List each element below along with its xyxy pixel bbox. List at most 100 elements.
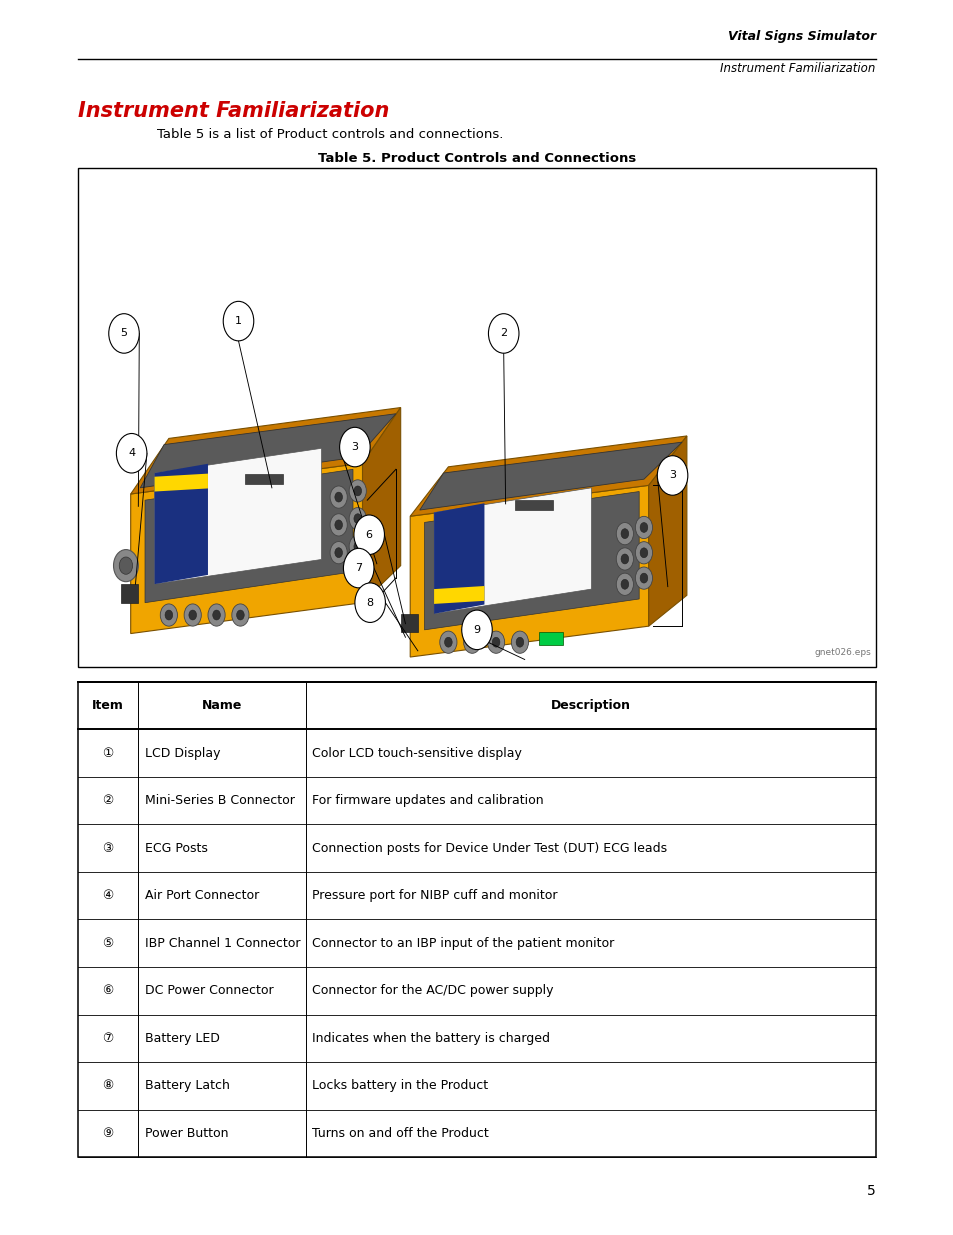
Circle shape <box>330 485 347 509</box>
Text: Connector for the AC/DC power supply: Connector for the AC/DC power supply <box>312 984 553 998</box>
Circle shape <box>335 492 342 503</box>
Circle shape <box>487 631 504 653</box>
FancyBboxPatch shape <box>78 682 875 1157</box>
Text: ②: ② <box>102 794 113 808</box>
Text: 4: 4 <box>128 448 135 458</box>
Text: ⑦: ⑦ <box>102 1031 113 1045</box>
Text: Locks battery in the Product: Locks battery in the Product <box>312 1079 488 1093</box>
Circle shape <box>620 555 628 564</box>
Circle shape <box>165 610 172 620</box>
Circle shape <box>349 536 366 558</box>
Circle shape <box>116 433 147 473</box>
Text: For firmware updates and calibration: For firmware updates and calibration <box>312 794 543 808</box>
Polygon shape <box>131 408 400 494</box>
Text: ⑧: ⑧ <box>102 1079 113 1093</box>
Text: Air Port Connector: Air Port Connector <box>145 889 258 903</box>
Circle shape <box>639 573 647 583</box>
Circle shape <box>511 631 528 653</box>
Circle shape <box>635 516 652 538</box>
FancyBboxPatch shape <box>78 168 875 667</box>
Circle shape <box>232 604 249 626</box>
Text: Name: Name <box>201 699 242 713</box>
Text: LCD Display: LCD Display <box>145 746 220 760</box>
Circle shape <box>620 579 628 589</box>
Circle shape <box>184 604 201 626</box>
Circle shape <box>354 541 361 551</box>
Text: ④: ④ <box>102 889 113 903</box>
Text: 5: 5 <box>866 1184 875 1198</box>
FancyBboxPatch shape <box>121 584 138 603</box>
Text: gnet026.eps: gnet026.eps <box>814 648 870 657</box>
Text: Power Button: Power Button <box>145 1126 228 1140</box>
Text: 8: 8 <box>366 598 374 608</box>
Circle shape <box>620 529 628 538</box>
Text: Table 5 is a list of Product controls and connections.: Table 5 is a list of Product controls an… <box>157 128 503 142</box>
Text: ECG Posts: ECG Posts <box>145 841 208 855</box>
Circle shape <box>189 610 196 620</box>
Polygon shape <box>434 488 591 614</box>
Circle shape <box>335 548 342 558</box>
Circle shape <box>444 637 452 647</box>
Circle shape <box>439 631 456 653</box>
Text: DC Power Connector: DC Power Connector <box>145 984 274 998</box>
FancyBboxPatch shape <box>515 500 553 510</box>
Circle shape <box>343 548 374 588</box>
Text: Instrument Familiarization: Instrument Familiarization <box>78 101 389 121</box>
Text: 7: 7 <box>355 563 362 573</box>
Circle shape <box>236 610 244 620</box>
Text: Vital Signs Simulator: Vital Signs Simulator <box>727 30 875 43</box>
Circle shape <box>616 522 633 545</box>
Text: 2: 2 <box>499 329 507 338</box>
Text: Connection posts for Device Under Test (DUT) ECG leads: Connection posts for Device Under Test (… <box>312 841 667 855</box>
Text: Color LCD touch-sensitive display: Color LCD touch-sensitive display <box>312 746 521 760</box>
Polygon shape <box>410 485 648 657</box>
Polygon shape <box>434 587 484 604</box>
Text: Turns on and off the Product: Turns on and off the Product <box>312 1126 489 1140</box>
Text: Connector to an IBP input of the patient monitor: Connector to an IBP input of the patient… <box>312 936 614 950</box>
Polygon shape <box>154 474 208 492</box>
FancyBboxPatch shape <box>400 614 417 632</box>
Text: 3: 3 <box>668 471 676 480</box>
Polygon shape <box>648 436 686 626</box>
Polygon shape <box>419 442 681 510</box>
Circle shape <box>468 637 476 647</box>
Polygon shape <box>362 408 400 603</box>
Circle shape <box>208 604 225 626</box>
Polygon shape <box>140 414 395 488</box>
Text: 9: 9 <box>473 625 480 635</box>
Circle shape <box>639 548 647 558</box>
Text: ⑤: ⑤ <box>102 936 113 950</box>
Text: Instrument Familiarization: Instrument Familiarization <box>720 62 875 75</box>
Circle shape <box>461 610 492 650</box>
Text: 5: 5 <box>120 329 128 338</box>
Text: Table 5. Product Controls and Connections: Table 5. Product Controls and Connection… <box>317 152 636 165</box>
Text: 6: 6 <box>365 530 373 540</box>
Circle shape <box>109 314 139 353</box>
Circle shape <box>160 604 177 626</box>
Circle shape <box>355 583 385 622</box>
Polygon shape <box>131 463 362 634</box>
Circle shape <box>330 541 347 563</box>
Circle shape <box>119 557 132 574</box>
Polygon shape <box>424 492 639 630</box>
FancyBboxPatch shape <box>538 632 562 645</box>
Circle shape <box>335 520 342 530</box>
Text: ①: ① <box>102 746 113 760</box>
Text: IBP Channel 1 Connector: IBP Channel 1 Connector <box>145 936 300 950</box>
Circle shape <box>354 514 361 524</box>
Circle shape <box>349 508 366 530</box>
Text: Mini-Series B Connector: Mini-Series B Connector <box>145 794 294 808</box>
Circle shape <box>516 637 523 647</box>
Circle shape <box>616 573 633 595</box>
Text: Item: Item <box>92 699 124 713</box>
Circle shape <box>113 550 138 582</box>
Circle shape <box>463 631 480 653</box>
Text: Description: Description <box>550 699 630 713</box>
Text: 1: 1 <box>234 316 242 326</box>
Circle shape <box>635 542 652 564</box>
Circle shape <box>339 427 370 467</box>
Polygon shape <box>145 469 353 603</box>
Text: 3: 3 <box>351 442 358 452</box>
Circle shape <box>488 314 518 353</box>
Text: ⑨: ⑨ <box>102 1126 113 1140</box>
